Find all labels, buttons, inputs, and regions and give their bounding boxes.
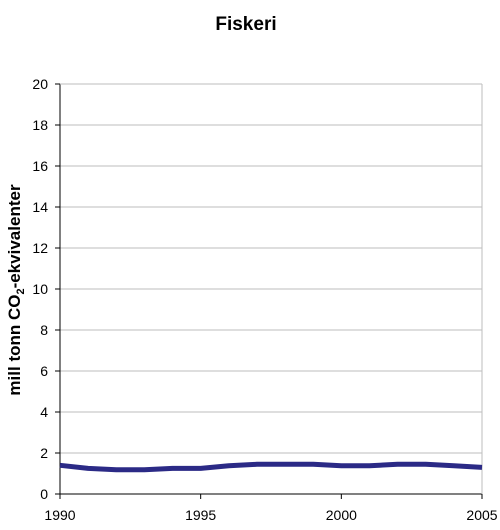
x-tick-label: 1990 <box>44 507 75 523</box>
y-tick-label: 16 <box>32 158 48 174</box>
series-group <box>59 461 483 473</box>
y-tick-labels: 0 2 4 6 8 10 12 14 16 18 20 <box>32 76 60 502</box>
chart-title: Fiskeri <box>215 14 276 35</box>
x-tick-label: 2000 <box>326 507 357 523</box>
x-tick-labels: 1990 1995 2000 2005 <box>44 494 498 523</box>
y-tick-label: 8 <box>40 322 48 338</box>
x-tick-label: 2005 <box>466 507 497 523</box>
y-tick-label: 6 <box>40 363 48 379</box>
y-tick-label: 14 <box>32 199 48 215</box>
axes <box>59 83 483 495</box>
y-axis-label: mill tonn CO2-ekvivalenter <box>5 184 27 396</box>
y-tick-label: 20 <box>32 76 48 92</box>
y-tick-label: 4 <box>40 404 48 420</box>
y-tick-label: 12 <box>32 240 48 256</box>
y-tick-label: 2 <box>40 445 48 461</box>
series-line <box>59 461 483 473</box>
y-tick-label: 0 <box>40 486 48 502</box>
x-tick-label: 1995 <box>185 507 216 523</box>
y-tick-label: 10 <box>32 281 48 297</box>
y-tick-label: 18 <box>32 117 48 133</box>
grid-lines <box>60 83 482 454</box>
